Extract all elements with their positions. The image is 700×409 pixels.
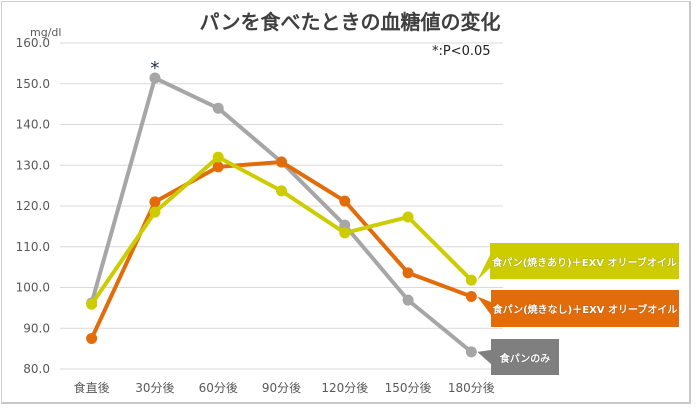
data-point [339,227,351,239]
legend-callout-toasted: 食パン(焼きあり)＋EXV オリーブオイル [490,243,679,279]
callout-pointer [477,350,491,364]
data-point [86,332,98,344]
x-tick-label: 120分後 [321,381,368,395]
data-point [402,267,414,279]
y-tick-label: 130.0 [16,158,50,172]
data-point [149,196,161,208]
data-point [149,72,161,84]
data-point [86,298,98,310]
callout-pointer [477,296,491,315]
data-point [465,274,477,286]
legend-callout-untoasted: 食パン(焼きなし)＋EXV オリーブオイル [491,290,679,327]
y-axis-unit: mg/dl [30,26,62,39]
callout-pointer [477,255,490,281]
x-tick-label: 90分後 [262,381,301,395]
data-point [339,219,351,231]
y-tick-label: 90.0 [23,321,50,335]
y-tick-label: 150.0 [16,77,50,91]
data-point [465,290,477,302]
y-tick-label: 140.0 [16,118,50,132]
significance-note: *:P<0.05 [432,44,491,59]
data-point [276,185,287,197]
y-tick-label: 120.0 [16,199,50,213]
y-tick-label: 110.0 [16,240,50,254]
chart-title: パンを食べたときの血糖値の変化 [199,10,501,34]
data-point [465,346,477,358]
data-point [402,294,414,306]
x-tick-label: 150分後 [385,381,432,395]
data-point [149,206,161,218]
data-point [339,195,351,207]
data-point [276,156,287,168]
data-point [212,102,224,114]
data-point [402,211,414,223]
significance-asterisk: * [150,58,159,79]
y-tick-label: 160.0 [16,36,50,50]
x-tick-label: 180分後 [448,381,495,395]
x-tick-label: 30分後 [135,381,174,395]
y-tick-label: 80.0 [23,362,50,376]
chart-frame [1,1,691,404]
data-point [212,161,224,173]
y-tick-label: 100.0 [16,281,50,295]
series-line-2 [89,155,473,306]
x-tick-label: 食直後 [74,380,110,395]
data-point [212,151,224,163]
legend-callout-bread-only: 食パンのみ [491,339,559,375]
x-tick-label: 60分後 [199,381,238,395]
